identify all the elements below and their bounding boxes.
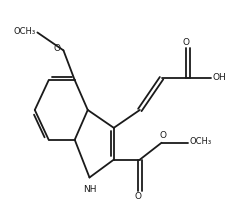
- Text: OCH₃: OCH₃: [13, 27, 35, 36]
- Text: OCH₃: OCH₃: [190, 137, 212, 146]
- Text: OH: OH: [213, 73, 226, 82]
- Text: O: O: [159, 131, 166, 140]
- Text: NH: NH: [83, 185, 96, 194]
- Text: O: O: [135, 192, 142, 201]
- Text: O: O: [183, 38, 189, 47]
- Text: O: O: [53, 44, 60, 53]
